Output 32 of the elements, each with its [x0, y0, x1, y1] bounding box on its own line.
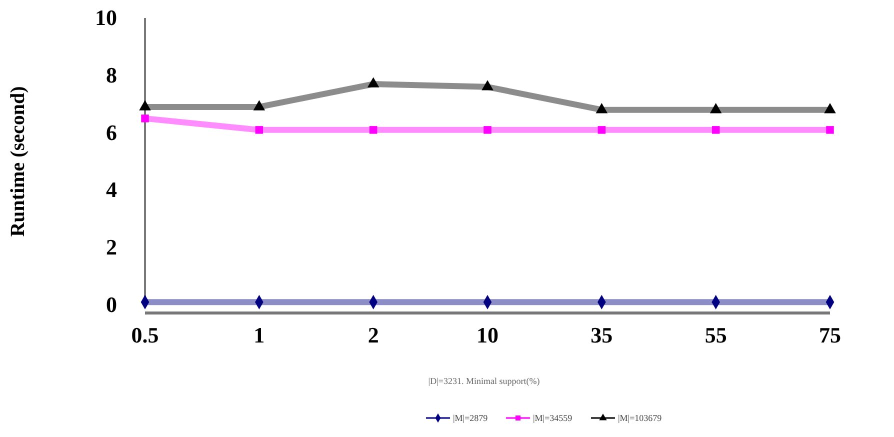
point [484, 126, 492, 134]
x-tick-label: 1 [254, 322, 265, 348]
y-tick-label: 6 [106, 120, 117, 145]
x-tick-label: 35 [590, 322, 613, 348]
point [482, 80, 494, 90]
point [367, 77, 380, 88]
point [139, 100, 151, 110]
legend-label: |M|=103679 [618, 413, 662, 423]
point [598, 126, 606, 134]
y-tick-label: 8 [106, 62, 117, 88]
point [255, 126, 264, 134]
x-tick-label: 55 [704, 322, 727, 348]
x-tick-label: 2 [368, 322, 379, 348]
point [141, 114, 149, 122]
x-tick-label: 0.5 [131, 322, 159, 348]
point [710, 103, 722, 114]
point [253, 100, 266, 110]
point [712, 126, 720, 134]
point [596, 103, 608, 114]
y-tick-label: 0 [106, 292, 117, 318]
legend-label: |M|=34559 [533, 413, 573, 423]
point [824, 103, 836, 114]
y-tick-label: 2 [106, 234, 117, 260]
x-axis-title: |D|=3231. Minimal support(%) [428, 376, 540, 386]
legend-label: |M|=2879 [453, 413, 488, 423]
point [369, 126, 378, 134]
x-tick-label: 10 [476, 322, 498, 348]
point [826, 126, 834, 134]
y-tick-label: 10 [95, 5, 117, 30]
x-tick-label: 75 [819, 322, 841, 348]
y-tick-label: 4 [106, 177, 117, 202]
y-axis-title: Runtime (second) [7, 86, 29, 237]
